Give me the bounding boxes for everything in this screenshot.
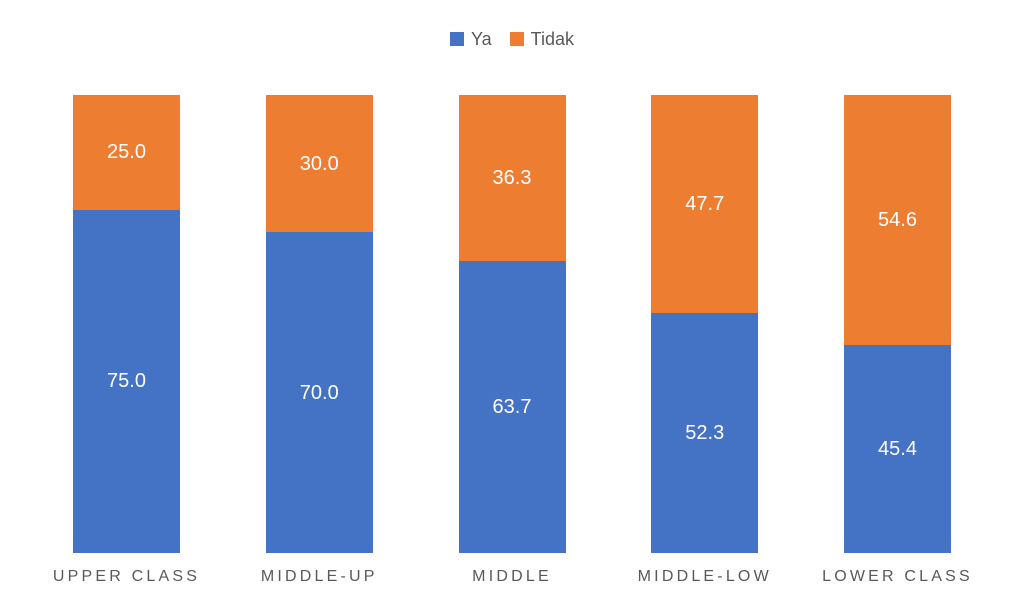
category-label-wrap-upper-class: UPPER CLASS — [53, 569, 197, 585]
legend-item-tidak: Tidak — [509, 29, 575, 49]
bar-segment-ya-middle: 63.7 — [458, 261, 566, 553]
category-label-wrap-middle-up: MIDDLE-UP — [261, 569, 375, 585]
chart-legend: Ya Tidak — [0, 0, 1024, 50]
category-label-middle: MIDDLE — [472, 568, 552, 585]
legend-item-ya: Ya — [449, 29, 492, 49]
legend-label-ya: Ya — [470, 29, 492, 49]
bar-value-label-ya-middle-up: 70.0 — [299, 381, 339, 404]
bar-stack-middle: 36.3 63.7 — [458, 95, 566, 553]
bar-value-label-tidak-middle: 36.3 — [492, 167, 532, 190]
category-label-wrap-middle-low: MIDDLE-LOW — [638, 569, 769, 585]
plot-area: 25.0 75.0 UPPER CLASS 30.0 70.0 MIDDLE-UP 36.3… — [53, 95, 970, 585]
bar-segment-tidak-upper-class: 25.0 — [73, 95, 180, 210]
bar-value-label-tidak-upper-class: 25.0 — [107, 141, 146, 164]
category-label-middle-low: MIDDLE-LOW — [637, 568, 772, 585]
bar-segment-ya-middle-low: 52.3 — [651, 313, 759, 553]
bar-stack-lower-class: 54.6 45.4 — [844, 95, 951, 553]
bar-value-label-ya-upper-class: 75.0 — [107, 370, 146, 393]
category-label-wrap-middle: MIDDLE — [459, 569, 566, 585]
legend-swatch-ya — [449, 32, 464, 46]
bar-column-middle-low: 47.7 52.3 MIDDLE-LOW — [638, 95, 769, 585]
bar-value-label-tidak-lower-class: 54.6 — [878, 209, 917, 232]
legend-swatch-tidak — [509, 32, 524, 46]
bar-value-label-tidak-middle-up: 30.0 — [299, 152, 339, 175]
bar-segment-ya-middle-up: 70.0 — [265, 232, 373, 553]
category-label-lower-class: LOWER CLASS — [822, 568, 973, 585]
bar-segment-ya-upper-class: 75.0 — [73, 209, 180, 553]
bar-segment-tidak-middle-low: 47.7 — [651, 95, 759, 314]
bar-value-label-ya-lower-class: 45.4 — [878, 438, 917, 461]
bar-column-lower-class: 54.6 45.4 LOWER CLASS — [822, 95, 970, 585]
bar-segment-tidak-lower-class: 54.6 — [844, 95, 951, 346]
bar-segment-tidak-middle: 36.3 — [458, 95, 566, 262]
bar-segment-ya-lower-class: 45.4 — [844, 345, 951, 553]
bar-stack-upper-class: 25.0 75.0 — [73, 95, 180, 553]
bar-stack-middle-low: 47.7 52.3 — [651, 95, 759, 553]
bar-stack-middle-up: 30.0 70.0 — [265, 95, 373, 553]
category-label-upper-class: UPPER CLASS — [52, 568, 201, 585]
category-label-wrap-lower-class: LOWER CLASS — [822, 569, 970, 585]
bar-segment-tidak-middle-up: 30.0 — [265, 95, 373, 233]
bar-column-middle-up: 30.0 70.0 MIDDLE-UP — [261, 95, 375, 585]
bar-value-label-ya-middle: 63.7 — [492, 396, 532, 419]
bar-column-upper-class: 25.0 75.0 UPPER CLASS — [53, 95, 197, 585]
legend-label-tidak: Tidak — [530, 29, 575, 49]
bar-value-label-tidak-middle-low: 47.7 — [685, 193, 725, 216]
category-label-middle-up: MIDDLE-UP — [260, 568, 378, 585]
bar-column-middle: 36.3 63.7 MIDDLE — [458, 95, 566, 585]
bar-value-label-ya-middle-low: 52.3 — [685, 422, 725, 445]
